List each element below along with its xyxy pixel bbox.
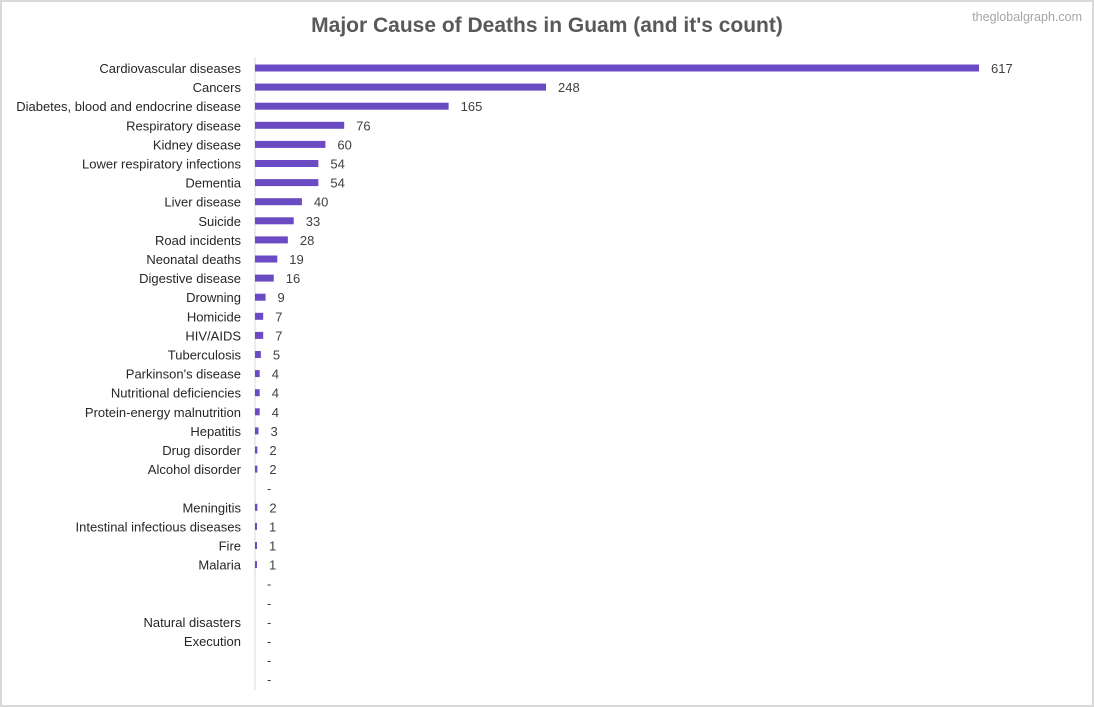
- bar: [255, 255, 278, 263]
- bar: [255, 446, 258, 454]
- data-label: 2: [269, 443, 276, 458]
- data-label: 16: [286, 271, 300, 286]
- data-label: -: [267, 615, 271, 630]
- data-label: -: [267, 577, 271, 592]
- bar: [255, 331, 264, 339]
- category-label: Cancers: [193, 80, 242, 95]
- category-label: Drowning: [186, 290, 241, 305]
- category-label: Malaria: [198, 558, 241, 573]
- bar: [255, 64, 979, 72]
- bar: [255, 293, 266, 301]
- bar: [255, 503, 258, 511]
- data-label: 54: [330, 157, 344, 172]
- category-label: Lower respiratory infections: [82, 157, 241, 172]
- bar: [255, 217, 294, 225]
- category-label: Intestinal infectious diseases: [76, 519, 242, 534]
- category-label: Drug disorder: [162, 443, 241, 458]
- bar: [255, 312, 264, 320]
- category-label: Protein-energy malnutrition: [85, 405, 241, 420]
- bar: [255, 465, 258, 473]
- category-label: Kidney disease: [153, 137, 241, 152]
- data-label: 7: [275, 328, 282, 343]
- category-label: Road incidents: [155, 233, 241, 248]
- data-label: 2: [269, 500, 276, 515]
- data-label: 1: [269, 558, 276, 573]
- category-label: Diabetes, blood and endocrine disease: [16, 99, 241, 114]
- data-label: 54: [330, 176, 344, 191]
- bar: [255, 408, 260, 416]
- bar: [255, 274, 274, 282]
- bar: [255, 542, 257, 549]
- category-label: Liver disease: [164, 195, 241, 210]
- data-label: 1: [269, 539, 276, 554]
- bar: [255, 389, 260, 397]
- data-label: 5: [273, 348, 280, 363]
- data-label: 3: [271, 424, 278, 439]
- watermark-text: theglobalgraph.com: [972, 10, 1082, 24]
- category-label: Execution: [184, 634, 241, 649]
- category-label: Hepatitis: [190, 424, 241, 439]
- bar: [255, 427, 259, 435]
- bar: [255, 198, 302, 206]
- category-label: Neonatal deaths: [146, 252, 241, 267]
- category-label: Tuberculosis: [168, 348, 242, 363]
- category-label: Suicide: [198, 214, 241, 229]
- data-label: 28: [300, 233, 314, 248]
- data-label: -: [267, 596, 271, 611]
- category-label: Nutritional deficiencies: [111, 386, 242, 401]
- data-label: -: [267, 672, 271, 687]
- data-label: 33: [306, 214, 320, 229]
- bar: [255, 522, 257, 530]
- category-label: Cardiovascular diseases: [99, 61, 241, 76]
- bar: [255, 236, 288, 244]
- data-label: 165: [461, 99, 483, 114]
- category-label: Fire: [219, 539, 241, 554]
- data-label: 7: [275, 309, 282, 324]
- category-label: Respiratory disease: [126, 118, 241, 133]
- data-label: 60: [337, 137, 351, 152]
- bar: [255, 179, 319, 187]
- bar: [255, 370, 260, 378]
- bar: [255, 121, 345, 129]
- category-label: Dementia: [185, 176, 241, 191]
- data-label: 4: [272, 405, 279, 420]
- data-label: 1: [269, 519, 276, 534]
- data-label: 4: [272, 367, 279, 382]
- category-label: Meningitis: [182, 500, 241, 515]
- data-label: 76: [356, 118, 370, 133]
- data-label: 2: [269, 462, 276, 477]
- data-label: 248: [558, 80, 580, 95]
- data-label: -: [267, 481, 271, 496]
- data-label: 19: [289, 252, 303, 267]
- bar: [255, 140, 326, 148]
- data-label: 40: [314, 195, 328, 210]
- bar: [255, 351, 261, 358]
- bar: [255, 160, 319, 167]
- category-label: Alcohol disorder: [148, 462, 242, 477]
- data-label: 4: [272, 386, 279, 401]
- category-label: Parkinson's disease: [126, 367, 241, 382]
- category-label: Natural disasters: [143, 615, 241, 630]
- chart-title: Major Cause of Deaths in Guam (and it's …: [311, 14, 783, 37]
- category-label: HIV/AIDS: [185, 328, 241, 343]
- data-label: 617: [991, 61, 1013, 76]
- data-label: -: [267, 653, 271, 668]
- category-label: Digestive disease: [139, 271, 241, 286]
- category-label: Homicide: [187, 309, 241, 324]
- bar: [255, 83, 547, 91]
- data-label: 9: [278, 290, 285, 305]
- bar: [255, 561, 257, 569]
- bar: [255, 102, 449, 110]
- data-label: -: [267, 634, 271, 649]
